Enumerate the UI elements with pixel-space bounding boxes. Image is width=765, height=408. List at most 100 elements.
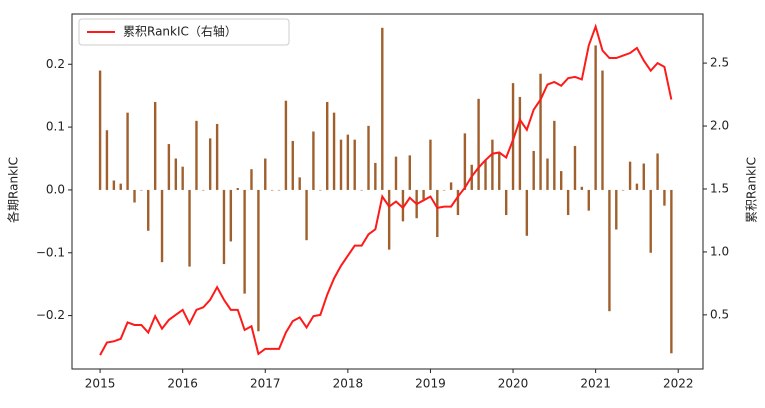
bar: [615, 189, 618, 230]
bar: [312, 131, 315, 190]
y2-tick-label: 0.5: [710, 307, 729, 321]
y2-tick-label: 2.0: [710, 119, 729, 133]
bar: [532, 150, 535, 190]
bar: [546, 158, 549, 190]
bar: [215, 123, 219, 190]
bar: [443, 189, 446, 191]
bar: [332, 112, 336, 190]
bar: [160, 189, 164, 263]
bar: [105, 130, 109, 190]
bar: [208, 138, 212, 190]
bar: [305, 189, 308, 241]
bar: [270, 189, 274, 191]
bar: [449, 182, 453, 190]
bar: [477, 98, 480, 190]
bar: [381, 27, 384, 190]
bar: [559, 171, 563, 190]
bar: [112, 180, 116, 190]
bar: [539, 73, 542, 190]
bar: [250, 169, 253, 190]
bar: [670, 189, 673, 354]
bar: [140, 189, 143, 191]
bar: [277, 189, 281, 191]
y-tick-label: 0.2: [46, 57, 65, 71]
x-tick-label: 2019: [415, 377, 446, 391]
line: [99, 23, 673, 356]
bar: [621, 189, 625, 191]
bar: [133, 189, 136, 203]
y2-tick-label: 1.5: [710, 181, 729, 195]
bar: [601, 70, 604, 190]
y2-tick-label: 1.0: [710, 244, 729, 258]
legend-label: 累积RankIC（右轴）: [123, 24, 237, 39]
bar: [367, 125, 370, 190]
bar: [656, 153, 659, 190]
x-tick-label: 2016: [167, 377, 198, 391]
y2-axis-label: 累积RankIC: [745, 157, 759, 223]
y-tick-label: −0.2: [36, 308, 65, 322]
bar: [649, 189, 652, 253]
bar: [663, 189, 666, 206]
x-tick-label: 2015: [85, 377, 116, 391]
bar: [587, 189, 590, 211]
bar: [284, 100, 288, 190]
bar: [236, 188, 239, 190]
bar: [319, 189, 322, 191]
bar: [456, 189, 460, 216]
bar: [298, 177, 301, 190]
bar: [608, 189, 611, 312]
bar: [202, 189, 205, 191]
bar: [573, 145, 577, 190]
bar: [360, 189, 363, 191]
bar: [436, 189, 439, 238]
bar: [463, 133, 467, 190]
bar: [504, 189, 508, 216]
bar: [580, 186, 584, 190]
bar: [264, 158, 267, 190]
y-tick-label: 0.1: [46, 120, 65, 134]
bar: [374, 162, 377, 190]
bar: [484, 159, 487, 190]
bar: [594, 45, 597, 190]
bar: [181, 166, 184, 190]
bar: [498, 152, 501, 190]
bar: [257, 189, 260, 332]
bar: [394, 156, 398, 190]
bar: [408, 155, 411, 190]
bar: [353, 139, 356, 190]
y-tick-label: 0.0: [46, 182, 65, 196]
x-tick-label: 2017: [250, 377, 281, 391]
bar: [291, 140, 294, 190]
bar: [518, 96, 522, 190]
bar: [153, 101, 157, 190]
y2-tick-label: 2.5: [710, 56, 729, 70]
bar: [511, 83, 515, 190]
bar: [229, 189, 233, 242]
bar: [119, 183, 122, 190]
x-tick-label: 2021: [580, 377, 611, 391]
bar: [387, 189, 391, 250]
bar: [326, 101, 329, 190]
bar: [98, 70, 102, 190]
bar: [422, 189, 425, 200]
y-tick-label: −0.1: [36, 245, 65, 259]
bar: [566, 189, 570, 216]
bar: [243, 189, 246, 294]
bar: [553, 120, 556, 190]
bar: [147, 189, 150, 231]
bar: [126, 112, 129, 190]
plot-frame: [71, 13, 704, 370]
bar: [174, 158, 178, 190]
bar: [525, 189, 529, 236]
bar: [346, 134, 350, 190]
bar: [635, 183, 639, 190]
bar: [628, 161, 632, 190]
bar: [401, 189, 405, 222]
bar: [188, 189, 191, 267]
bar: [339, 139, 343, 190]
bar: [491, 139, 494, 190]
legend-box: [78, 18, 290, 46]
bar: [222, 189, 226, 265]
bar: [429, 139, 432, 190]
